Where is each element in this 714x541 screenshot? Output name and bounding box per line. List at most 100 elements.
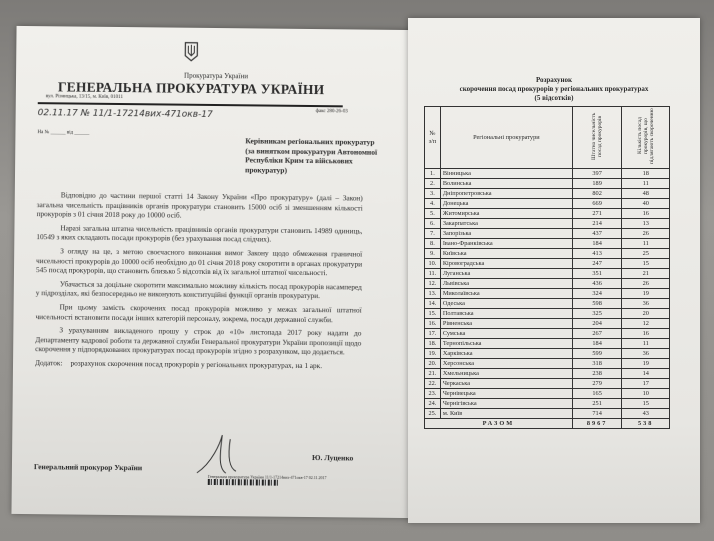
row-staff: 214 — [571, 218, 623, 229]
row-number: 13. — [424, 288, 441, 299]
table-row: 22. Черкаська 279 17 — [424, 378, 670, 389]
table-row: 23. Чернівецька 165 10 — [424, 388, 670, 399]
header-number: № з/п — [424, 106, 441, 169]
row-staff: 669 — [571, 198, 623, 209]
row-region: Дніпропетровська — [439, 188, 573, 199]
row-region: Донецька — [439, 198, 573, 209]
table-row: 10. Кіровоградська 247 15 — [424, 258, 670, 269]
header-staff-text: Штатна чисельність посад прокурорів — [591, 112, 604, 160]
table-row: 2. Волинська 189 11 — [424, 178, 670, 189]
row-region: Херсонська — [439, 358, 573, 369]
row-number: 8. — [424, 238, 441, 249]
row-region: Миколаївська — [439, 288, 573, 299]
row-cut: 40 — [621, 198, 670, 209]
row-number: 14. — [424, 298, 441, 309]
addressee: Керівникам регіональних прокуратур (за в… — [245, 136, 378, 175]
title-line: (5 відсотків) — [534, 94, 574, 102]
header-staff: Штатна чисельність посад прокурорів — [571, 106, 623, 169]
row-staff: 599 — [571, 348, 623, 359]
row-cut: 11 — [621, 238, 670, 249]
annex-page: Розрахунок скорочення посад прокурорів у… — [408, 18, 700, 523]
paragraph: З урахуванням викладеного прошу у строк … — [35, 325, 362, 357]
row-cut: 26 — [621, 278, 670, 289]
row-region: Одеська — [439, 298, 573, 309]
row-region: Житомирська — [439, 208, 573, 219]
row-cut: 36 — [621, 348, 670, 359]
row-region: Харківська — [439, 348, 573, 359]
row-cut: 43 — [621, 408, 670, 419]
row-cut: 13 — [621, 218, 670, 229]
row-staff: 324 — [571, 288, 623, 299]
row-number: 18. — [424, 338, 441, 349]
row-cut: 19 — [621, 358, 670, 369]
table-row: 25. м. Київ 714 43 — [424, 408, 670, 419]
row-staff: 351 — [571, 268, 623, 279]
row-number: 22. — [424, 378, 441, 389]
row-staff: 238 — [571, 368, 623, 379]
row-cut: 15 — [621, 398, 670, 409]
barcode-icon — [207, 478, 278, 486]
row-number: 7. — [424, 228, 441, 239]
row-cut: 16 — [621, 208, 670, 219]
title-line: Розрахунок — [535, 76, 573, 84]
row-staff: 267 — [571, 328, 623, 339]
row-region: Чернівецька — [439, 388, 573, 399]
annex: Додаток: розрахунок скорочення посад про… — [35, 358, 361, 371]
table-row: 6. Закарпатська 214 13 — [424, 218, 670, 229]
row-number: 25. — [424, 408, 441, 419]
total-staff: 8967 — [571, 418, 623, 429]
row-number: 21. — [424, 368, 441, 379]
header-cut: Кількість посад прокурорів, що підлягают… — [621, 106, 670, 169]
row-cut: 10 — [621, 388, 670, 399]
row-region: Сумська — [439, 328, 573, 339]
total-cut: 538 — [621, 418, 670, 429]
table-row: 11. Луганська 351 21 — [424, 268, 670, 279]
row-number: 23. — [424, 388, 441, 399]
row-number: 16. — [424, 318, 441, 329]
table-row: 13. Миколаївська 324 19 — [424, 288, 670, 299]
table-row: 9. Київська 413 25 — [424, 248, 670, 259]
row-number: 4. — [424, 198, 441, 209]
row-staff: 714 — [571, 408, 623, 419]
row-cut: 36 — [621, 298, 670, 309]
org-address: вул. Різницька, 13/15, м. Київ, 01011 — [45, 94, 123, 101]
table-row: 16. Рівненська 204 12 — [424, 318, 670, 329]
table-row: 3. Дніпропетровська 802 48 — [424, 188, 670, 199]
table-row: 12. Львівська 436 26 — [424, 278, 670, 289]
row-cut: 11 — [621, 338, 670, 349]
row-staff: 204 — [571, 318, 623, 329]
paragraph: Убачається за доцільне скоротити максима… — [35, 279, 362, 301]
header-rule — [37, 102, 343, 108]
row-region: м. Київ — [439, 408, 573, 419]
header-cut-text: Кількість посад прокурорів, що підлягают… — [636, 108, 655, 164]
row-number: 24. — [424, 398, 441, 409]
row-number: 6. — [424, 218, 441, 229]
row-cut: 18 — [621, 168, 670, 179]
row-cut: 48 — [621, 188, 670, 199]
row-staff: 189 — [571, 178, 623, 189]
row-cut: 14 — [621, 368, 670, 379]
row-cut: 20 — [621, 308, 670, 319]
table-row: 5. Житомирська 271 16 — [424, 208, 670, 219]
row-region: Закарпатська — [439, 218, 573, 229]
row-staff: 436 — [571, 278, 623, 289]
row-region: Рівненська — [439, 318, 573, 329]
paragraph: Наразі загальна штатна чисельність праці… — [36, 223, 363, 244]
row-staff: 598 — [571, 298, 623, 309]
row-region: Черкаська — [439, 378, 573, 389]
handwritten-signature-icon — [196, 434, 237, 474]
row-region: Полтавська — [439, 308, 573, 319]
row-cut: 21 — [621, 268, 670, 279]
table-row: 4. Донецька 669 40 — [424, 198, 670, 209]
total-label: РАЗОМ — [424, 418, 573, 429]
table-header-row: № з/п Регіональні прокуратури Штатна чис… — [424, 106, 670, 169]
row-region: Чернігівська — [439, 398, 573, 409]
row-staff: 247 — [571, 258, 623, 269]
row-number: 2. — [424, 178, 441, 189]
row-cut: 16 — [621, 328, 670, 339]
row-number: 9. — [424, 248, 441, 259]
row-cut: 19 — [621, 288, 670, 299]
row-cut: 12 — [621, 318, 670, 329]
table-row: 24. Чернігівська 251 15 — [424, 398, 670, 409]
row-region: Кіровоградська — [439, 258, 573, 269]
